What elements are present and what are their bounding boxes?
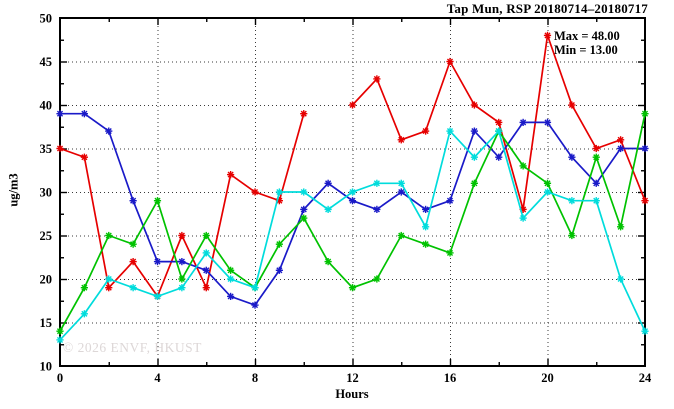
watermark: © 2026 ENVF, HKUST: [63, 340, 202, 355]
y-tick-label: 30: [40, 186, 53, 200]
plot-border: [59, 17, 646, 367]
tick-labels: 10 15 20 25 30 35 40 45 50 0 4 8 12 16 20 24: [40, 12, 653, 386]
y-tick-label: 20: [40, 273, 53, 287]
series-blue: [56, 110, 649, 309]
legend-max-label: Max = 48.00: [554, 29, 620, 43]
x-tick-label: 24: [639, 371, 652, 385]
y-tick-label: 10: [40, 360, 53, 374]
x-tick-label: 16: [444, 371, 457, 385]
series-green: [56, 110, 649, 335]
markers-blue: [56, 110, 649, 309]
y-tick-label: 25: [40, 229, 53, 243]
x-axis-label: Hours: [335, 387, 369, 401]
x-tick-label: 4: [154, 371, 161, 385]
series-cyan: [56, 127, 649, 344]
y-tick-label: 35: [40, 142, 53, 156]
x-tick-label: 12: [346, 371, 359, 385]
y-tick-label: 45: [40, 55, 53, 69]
legend: Max = 48.00 Min = 13.00: [554, 29, 620, 57]
y-tick-label: 15: [40, 316, 53, 330]
y-tick-label: 40: [40, 99, 53, 113]
x-tick-label: 0: [57, 371, 63, 385]
ticks-layer: [60, 18, 645, 366]
x-tick-label: 8: [252, 371, 258, 385]
x-tick-label: 20: [541, 371, 554, 385]
chart-title: Tap Mun, RSP 20180714–20180717: [446, 1, 648, 16]
y-tick-label: 50: [40, 12, 53, 26]
markers-cyan: [56, 127, 649, 344]
series-red: [56, 31, 649, 300]
legend-min-label: Min = 13.00: [554, 43, 618, 57]
y-axis-label: ug/m3: [6, 173, 21, 207]
